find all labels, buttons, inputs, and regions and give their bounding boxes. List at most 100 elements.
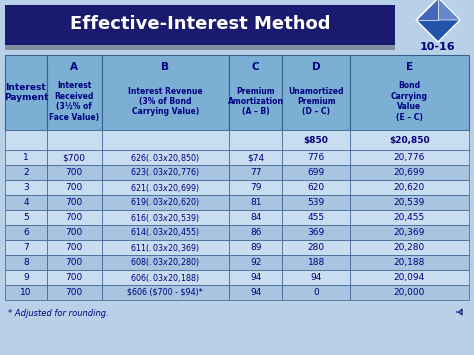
Bar (229, 130, 283, 150)
Text: 700: 700 (65, 243, 83, 252)
Bar (283, 210, 350, 225)
Text: 20,455: 20,455 (394, 213, 425, 222)
Bar (47, 55, 101, 130)
Text: 77: 77 (250, 168, 262, 177)
Bar (229, 55, 283, 130)
Bar (350, 240, 469, 255)
Text: 89: 89 (250, 243, 262, 252)
Bar (229, 285, 283, 300)
Text: $616 (.03 x $20,539): $616 (.03 x $20,539) (130, 212, 200, 224)
Bar (5, 195, 47, 210)
Bar (229, 225, 283, 240)
Bar (350, 150, 469, 165)
Text: Interest Revenue
(3% of Bond
Carrying Value): Interest Revenue (3% of Bond Carrying Va… (128, 87, 202, 116)
Text: 539: 539 (308, 198, 325, 207)
Bar (101, 255, 229, 270)
Text: Premium
Amortization
(A – B): Premium Amortization (A – B) (228, 87, 284, 116)
Text: 3: 3 (23, 183, 29, 192)
Bar (47, 130, 101, 150)
Text: 20,620: 20,620 (394, 183, 425, 192)
Bar (283, 195, 350, 210)
Bar (101, 210, 229, 225)
Bar (101, 130, 229, 150)
Text: 700: 700 (65, 258, 83, 267)
Text: 20,539: 20,539 (394, 198, 425, 207)
Text: 20,369: 20,369 (394, 228, 425, 237)
Text: 7: 7 (23, 243, 29, 252)
Text: Bond
Carrying
Value
(E – C): Bond Carrying Value (E – C) (391, 81, 428, 122)
Bar (350, 255, 469, 270)
Text: 455: 455 (308, 213, 325, 222)
Text: 94: 94 (250, 288, 262, 297)
Bar (47, 285, 101, 300)
Bar (229, 240, 283, 255)
Text: 0: 0 (313, 288, 319, 297)
Bar (47, 270, 101, 285)
Bar (47, 255, 101, 270)
Bar (47, 225, 101, 240)
Text: 8: 8 (23, 258, 29, 267)
Text: $614 (.03 x $20,455): $614 (.03 x $20,455) (130, 226, 200, 239)
Text: 10: 10 (20, 288, 32, 297)
Text: 699: 699 (308, 168, 325, 177)
Bar (5, 55, 47, 130)
Text: B: B (161, 62, 169, 72)
Text: 5: 5 (23, 213, 29, 222)
Bar (5, 165, 47, 180)
Text: $700: $700 (63, 153, 86, 162)
Text: 4: 4 (23, 198, 29, 207)
Bar (101, 55, 229, 130)
Text: 2: 2 (23, 168, 29, 177)
Text: $623 (.03 x $20,776): $623 (.03 x $20,776) (130, 166, 200, 179)
Text: 700: 700 (65, 213, 83, 222)
Text: Interest
Received
(3½% of
Face Value): Interest Received (3½% of Face Value) (49, 81, 99, 122)
Bar (5, 210, 47, 225)
Text: D: D (312, 62, 320, 72)
Text: 9: 9 (23, 273, 29, 282)
Bar (47, 180, 101, 195)
Bar (350, 285, 469, 300)
Bar (101, 195, 229, 210)
Text: $20,850: $20,850 (389, 136, 430, 144)
Bar (229, 180, 283, 195)
Polygon shape (438, 0, 460, 20)
Bar (350, 210, 469, 225)
Bar (229, 150, 283, 165)
Text: 700: 700 (65, 168, 83, 177)
Text: 20,000: 20,000 (394, 288, 425, 297)
Bar (350, 180, 469, 195)
Text: 86: 86 (250, 228, 262, 237)
Text: 1: 1 (23, 153, 29, 162)
Bar (101, 225, 229, 240)
Bar (5, 255, 47, 270)
Text: Effective-Interest Method: Effective-Interest Method (70, 15, 330, 33)
Bar (5, 45, 395, 50)
Bar (101, 240, 229, 255)
Bar (101, 180, 229, 195)
Text: $611 (.03 x $20,369): $611 (.03 x $20,369) (130, 241, 200, 253)
Text: Interest
Payment: Interest Payment (4, 83, 48, 102)
Bar (350, 130, 469, 150)
Text: 10-16: 10-16 (420, 42, 456, 52)
Text: 776: 776 (308, 153, 325, 162)
Bar (101, 165, 229, 180)
Text: 6: 6 (23, 228, 29, 237)
Bar (229, 270, 283, 285)
Text: 700: 700 (65, 183, 83, 192)
Bar (350, 195, 469, 210)
Bar (350, 55, 469, 130)
Text: $74: $74 (247, 153, 264, 162)
Text: 369: 369 (308, 228, 325, 237)
Bar (47, 210, 101, 225)
Bar (283, 255, 350, 270)
Text: C: C (252, 62, 260, 72)
Bar (283, 130, 350, 150)
Bar (283, 165, 350, 180)
Bar (5, 150, 47, 165)
Bar (283, 150, 350, 165)
Bar (283, 270, 350, 285)
Bar (47, 195, 101, 210)
Text: $621 (.03 x $20,699): $621 (.03 x $20,699) (130, 181, 200, 193)
Text: 20,776: 20,776 (394, 153, 425, 162)
Text: 20,094: 20,094 (394, 273, 425, 282)
